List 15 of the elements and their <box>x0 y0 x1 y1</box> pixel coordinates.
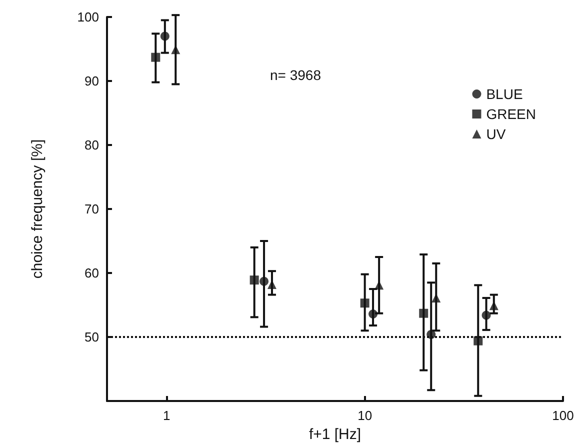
y-tick-label: 80 <box>84 138 99 152</box>
y-tick-label: 60 <box>84 266 99 280</box>
legend-label: BLUE <box>486 86 523 102</box>
legend-label: UV <box>486 126 506 142</box>
annotation: n= 3968 <box>270 67 322 83</box>
legend-label: GREEN <box>486 106 536 122</box>
x-axis-title: f+1 [Hz] <box>308 426 362 443</box>
y-tick-label: 100 <box>77 10 99 24</box>
x-tick-label: 1 <box>163 408 170 423</box>
y-tick-label: 70 <box>84 202 99 216</box>
y-axis-title: choice frequency [%] <box>29 139 46 279</box>
x-tick-label: 10 <box>358 408 372 423</box>
x-tick-label: 100 <box>552 408 574 423</box>
y-tick-label: 90 <box>84 74 99 88</box>
y-tick-label: 50 <box>84 330 99 344</box>
